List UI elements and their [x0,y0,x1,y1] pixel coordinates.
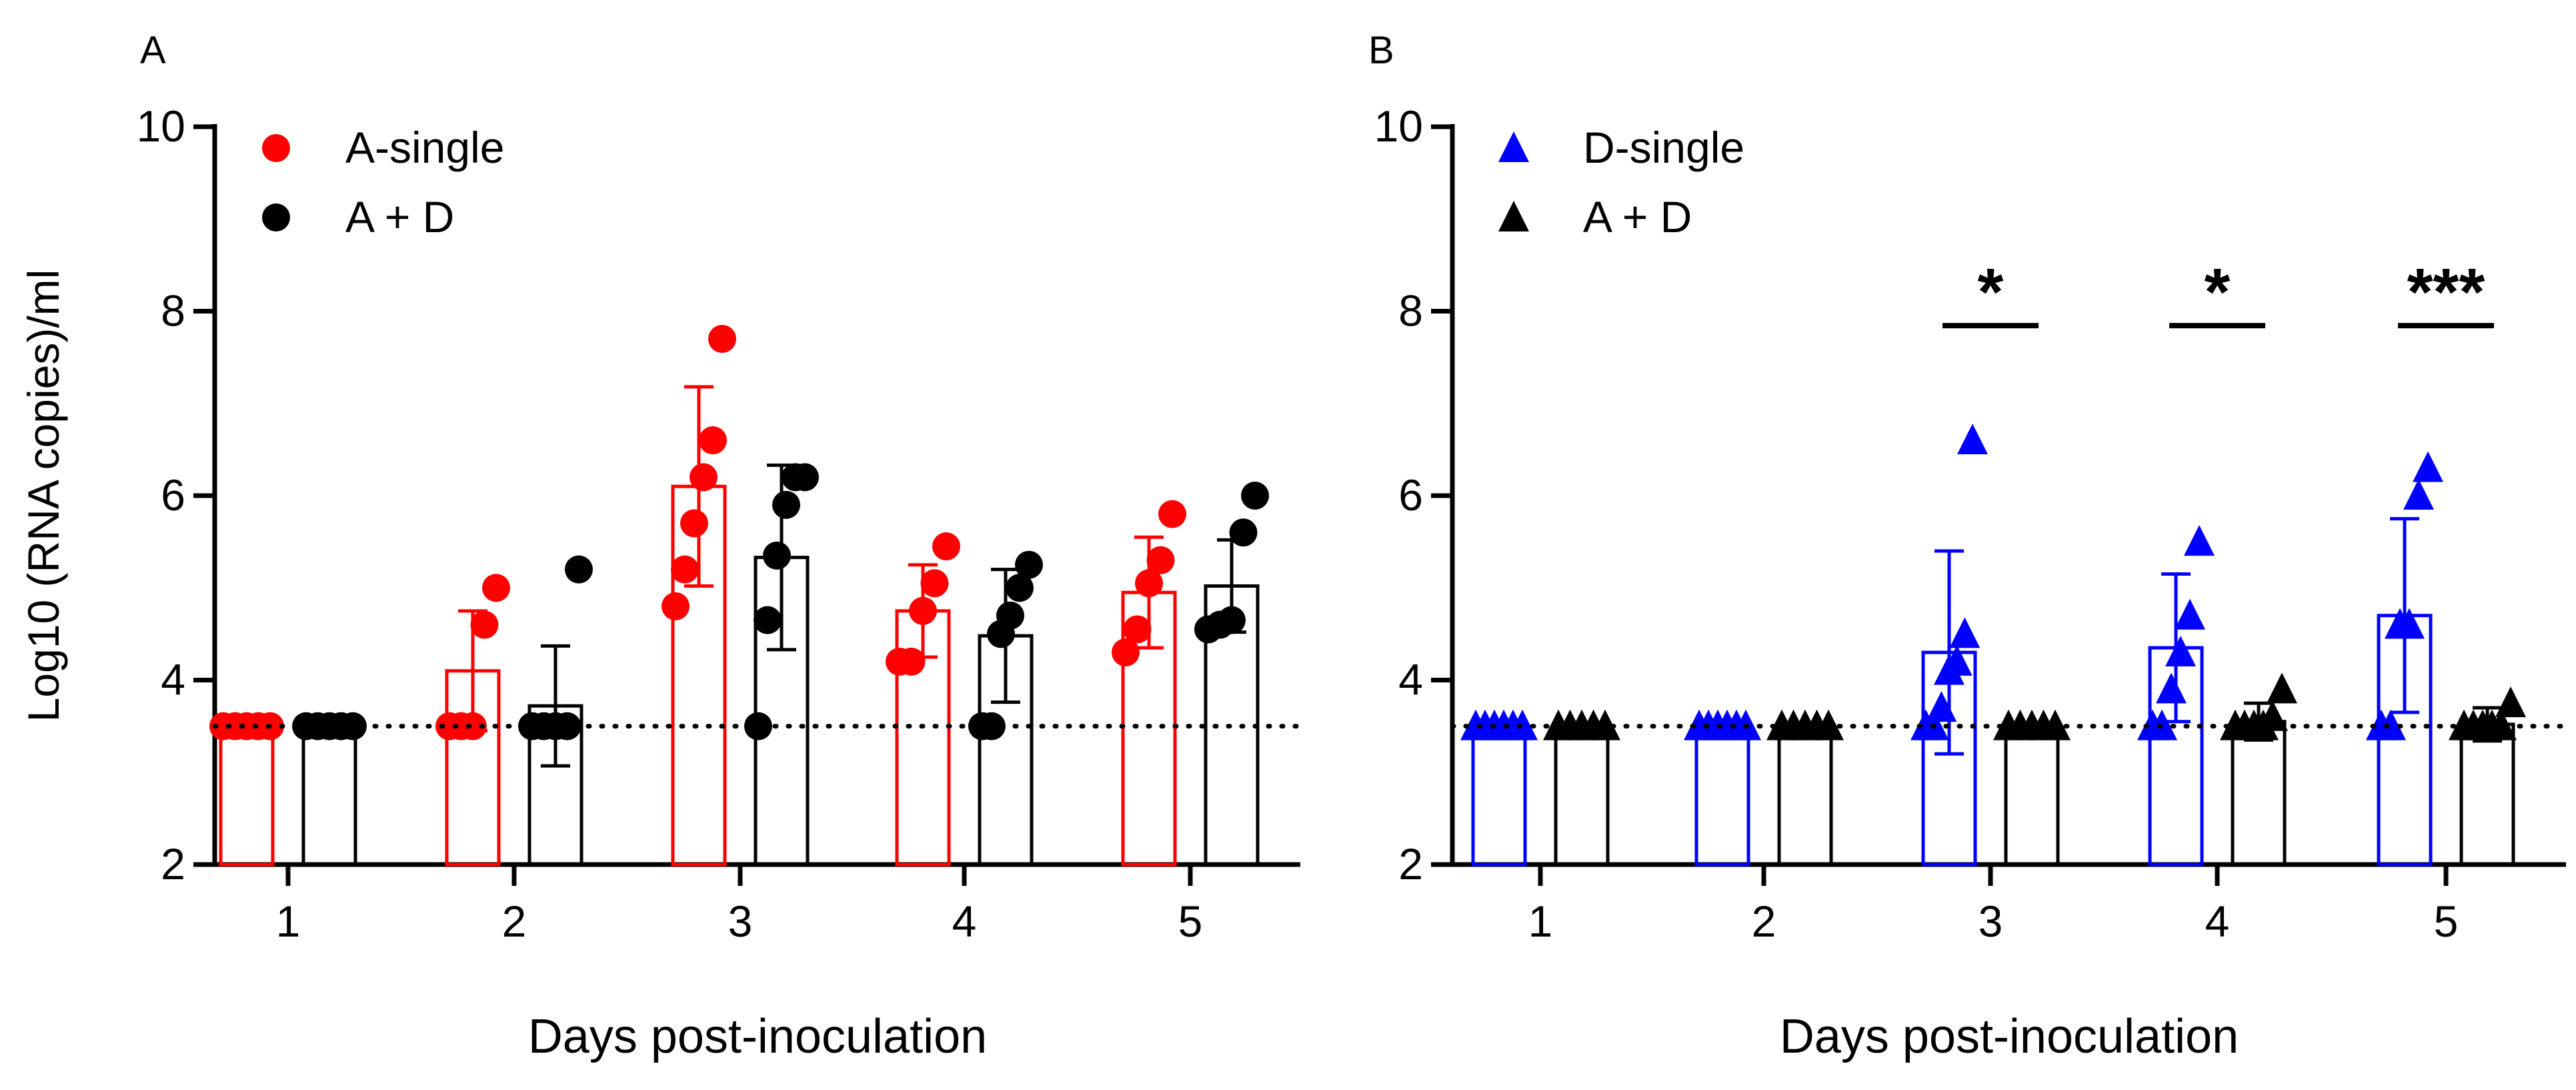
data-point [1957,424,1988,455]
data-point [565,555,593,584]
data-point [2413,451,2443,482]
data-point [1112,638,1140,667]
legend-marker [1498,201,1529,231]
legend-marker [262,203,290,231]
y-tick-label: 10 [1374,101,1423,151]
data-point [772,490,800,519]
legend-label: A-single [345,123,504,172]
data-point [662,592,690,620]
bar [2231,720,2287,867]
data-point [754,606,782,634]
data-point [744,712,772,740]
data-point [2257,700,2288,731]
data-point [1218,606,1246,634]
bar [2004,724,2060,867]
x-tick-label: 1 [276,897,301,946]
data-point [1941,644,1973,676]
data-point [996,601,1024,630]
x-tick-label: 4 [2205,897,2230,946]
data-point [680,509,708,538]
data-point [671,555,699,584]
data-point [2495,686,2526,718]
data-point [1241,482,1269,510]
data-point [1949,617,1981,648]
legend-marker [262,134,290,162]
legend-label: A + D [345,192,454,241]
data-point [1507,709,1538,740]
y-tick-label: 8 [161,286,185,336]
x-axis-label: Days post-inoculation [528,1010,987,1063]
significance-label: * [2205,255,2231,330]
data-point [2394,608,2425,639]
data-point [339,712,367,740]
data-point [1006,574,1034,602]
data-point [459,712,487,740]
bar [1694,724,1750,867]
bar [2459,722,2515,867]
x-tick-label: 3 [1979,897,2003,946]
data-point [708,324,736,353]
data-point [909,596,937,625]
x-tick-label: 4 [952,897,977,946]
data-point [932,532,960,561]
y-tick-label: 4 [1398,655,1423,704]
data-point [2165,636,2196,667]
data-point [470,610,499,639]
data-point [1229,518,1258,547]
significance-label: * [1978,255,2004,330]
x-tick-label: 2 [502,897,527,946]
x-tick-label: 5 [1178,897,1203,946]
data-point [791,463,819,492]
bar [301,724,357,867]
data-point [1590,709,1620,740]
bar [219,724,275,867]
data-point [699,426,727,455]
data-point [1158,500,1186,528]
data-point [1123,615,1152,644]
data-point [2184,525,2215,556]
legend-marker [1498,131,1529,162]
data-point [2403,479,2434,510]
x-tick-label: 2 [1752,897,1776,946]
x-axis-label: Days post-inoculation [1780,1010,2239,1063]
data-point [1015,550,1043,579]
y-tick-label: 2 [1398,839,1423,889]
y-axis-label: Log10 (RNA copies)/ml [19,269,68,722]
data-point [482,574,510,602]
y-tick-label: 10 [137,101,185,151]
x-tick-label: 1 [1528,897,1553,946]
data-point [1146,546,1175,574]
data-point [763,541,791,570]
panel-a: A 2 4 6 8 10 Log10 (RNA copies)/ml 1 2 3 4 5 Days po… [19,29,1303,1063]
data-point [553,712,581,740]
x-tick-label: 3 [728,897,753,946]
data-point [2486,709,2517,740]
data-point [1926,690,1957,722]
panel-label: A [140,29,166,72]
data-point [2267,672,2297,704]
y-tick-label: 4 [161,655,185,704]
data-point [920,569,949,598]
legend-label: A + D [1583,192,1692,241]
data-point [897,647,926,676]
y-tick-label: 8 [1398,286,1423,336]
data-point [2156,672,2187,704]
bar [1554,724,1610,867]
y-tick-label: 2 [161,839,185,889]
data-point [2175,598,2205,630]
data-point [2375,709,2406,740]
significance-label: *** [2407,255,2485,330]
bar [1471,724,1527,867]
legend-label: D-single [1583,123,1744,172]
data-point [1135,569,1163,598]
bar [1777,724,1833,867]
panel-label: B [1368,29,1394,72]
y-tick-label: 6 [161,470,185,520]
y-tick-label: 6 [1398,470,1423,520]
x-tick-label: 5 [2434,897,2459,946]
data-point [690,463,718,492]
